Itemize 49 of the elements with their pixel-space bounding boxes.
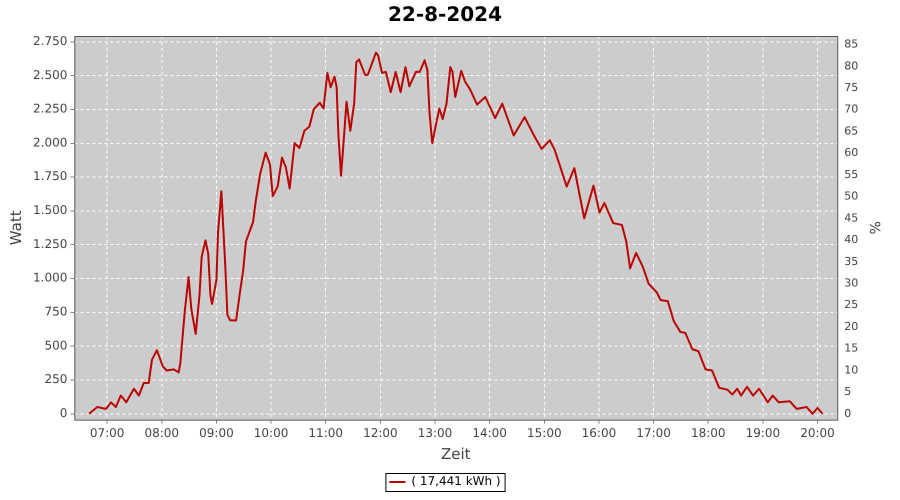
y-tick-label: 750 xyxy=(44,304,68,318)
y2-tick-label: 65 xyxy=(844,124,858,138)
x-tick-label: 17:00 xyxy=(636,426,671,440)
x-tick-label: 08:00 xyxy=(144,426,180,440)
y2-axis-title: % xyxy=(866,221,882,234)
y-tick-label: 0 xyxy=(60,406,68,420)
y2-tick-label: 70 xyxy=(844,102,858,116)
y-tick-label: 250 xyxy=(44,372,68,386)
y-tick-label: 2.250 xyxy=(32,102,68,116)
y2-tick-label: 15 xyxy=(844,342,858,355)
y2-tick-label: 50 xyxy=(844,190,858,203)
x-tick-label: 16:00 xyxy=(582,426,616,440)
y2-tick-label: 60 xyxy=(844,146,858,160)
y2-tick-label: 40 xyxy=(844,233,858,246)
y2-tick-label: 20 xyxy=(844,320,858,333)
y2-tick-label: 45 xyxy=(844,211,858,224)
y-tick-label: 1.500 xyxy=(32,203,68,218)
legend-label: ( 17,441 kWh ) xyxy=(411,474,501,488)
y-tick-label: 500 xyxy=(44,338,68,352)
y-tick-label: 1.250 xyxy=(32,236,68,251)
y2-tick-label: 35 xyxy=(844,254,858,268)
y2-tick-label: 5 xyxy=(844,385,852,398)
y2-tick-label: 80 xyxy=(844,59,858,72)
y-tick-label: 1.000 xyxy=(32,270,68,285)
chart-title: 22-8-2024 xyxy=(388,2,502,26)
y-tick-label: 2.500 xyxy=(32,68,68,82)
x-tick-label: 20:00 xyxy=(800,426,835,440)
x-tick-label: 14:00 xyxy=(472,426,507,440)
y2-tick-label: 75 xyxy=(844,80,858,94)
x-tick-label: 13:00 xyxy=(418,426,452,440)
y-tick-label: 1.750 xyxy=(32,169,68,184)
y2-tick-label: 55 xyxy=(844,168,858,181)
x-tick-label: 11:00 xyxy=(308,426,344,440)
y2-tick-label: 25 xyxy=(844,298,858,312)
y2-tick-label: 85 xyxy=(844,38,858,51)
x-axis-title: Zeit xyxy=(440,444,471,463)
y-tick-label: 2.000 xyxy=(32,135,68,150)
x-tick-label: 19:00 xyxy=(746,426,780,440)
y-tick-label: 2.750 xyxy=(32,34,68,48)
y2-tick-label: 0 xyxy=(844,406,852,420)
x-tick-label: 15:00 xyxy=(527,426,562,440)
x-tick-label: 12:00 xyxy=(363,426,398,440)
y2-tick-label: 10 xyxy=(844,363,858,376)
y-axis-title: Watt xyxy=(6,210,25,246)
x-tick-label: 10:00 xyxy=(254,426,288,440)
x-tick-label: 09:00 xyxy=(199,426,234,440)
y2-tick-label: 30 xyxy=(844,276,858,290)
x-tick-label: 07:00 xyxy=(90,426,124,440)
x-tick-label: 18:00 xyxy=(690,426,726,440)
